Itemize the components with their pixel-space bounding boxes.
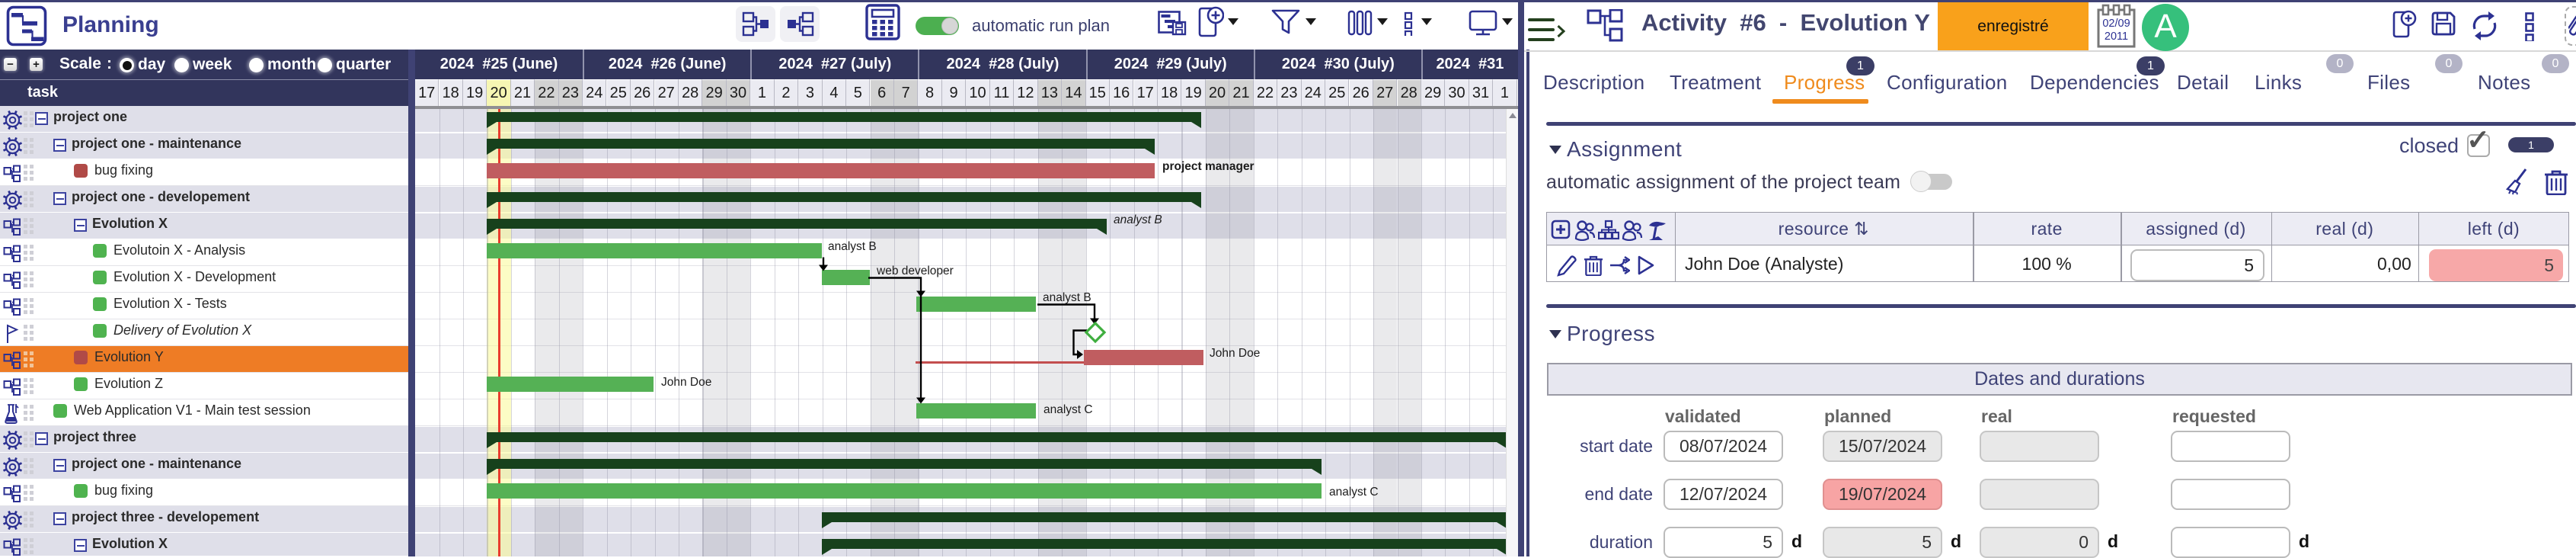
svg-text:02/09: 02/09	[2102, 18, 2130, 30]
svg-text:2011: 2011	[2105, 30, 2128, 43]
